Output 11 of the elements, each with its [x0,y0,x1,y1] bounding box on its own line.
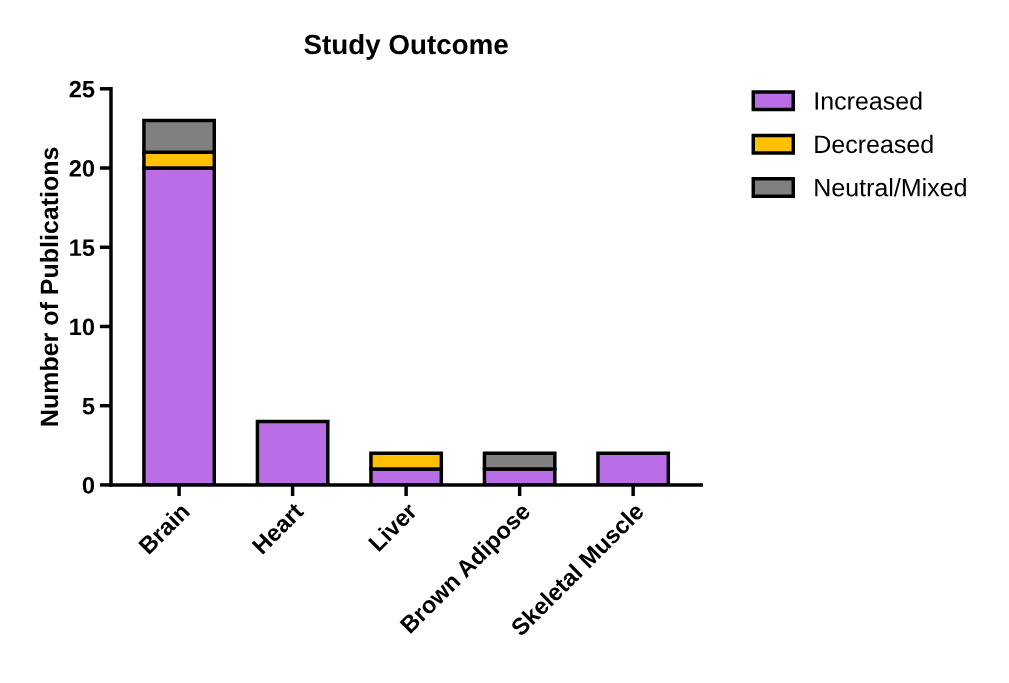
legend-label: Increased [815,91,922,110]
legend-label: Neutral/Mixed [815,178,966,197]
y-axis-title: Number of Publications [39,147,59,426]
y-tick-label: 5 [82,398,95,415]
chart-title: Study Outcome [304,33,508,60]
y-tick-label: 25 [69,80,95,98]
y-tick-label: 10 [70,318,95,336]
y-tick-label: 20 [69,160,95,177]
y-tick-label: 0 [82,477,95,494]
legend-label: Decreased [815,134,933,154]
y-tick-label: 15 [70,239,95,257]
